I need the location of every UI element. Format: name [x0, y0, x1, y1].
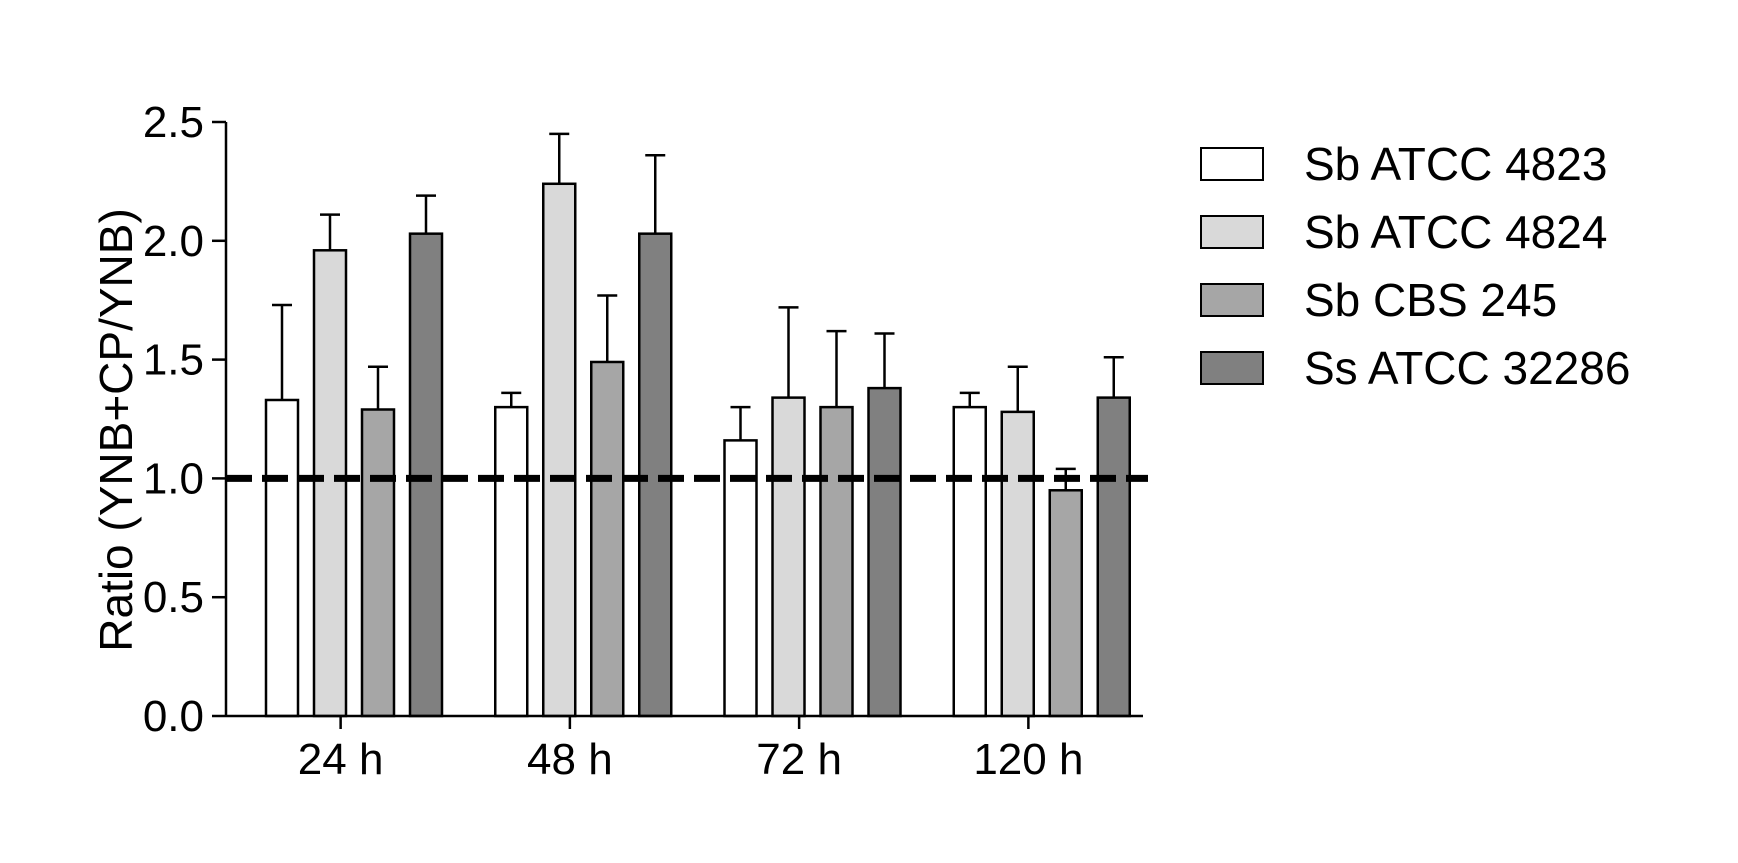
bar [819, 405, 854, 718]
legend-item: Sb ATCC 4823 [1200, 130, 1630, 198]
legend-label: Sb CBS 245 [1304, 274, 1558, 326]
legend-item: Sb CBS 245 [1200, 266, 1630, 334]
bar [264, 398, 300, 718]
x-tick-label: 48 h [527, 735, 613, 784]
legend-label: Sb ATCC 4823 [1304, 138, 1608, 190]
bar [494, 405, 529, 718]
legend: Sb ATCC 4823 Sb ATCC 4824 Sb CBS 245 Ss ATC… [1200, 130, 1630, 402]
bar [1000, 410, 1035, 718]
bar [1096, 396, 1131, 718]
bar [542, 182, 577, 718]
legend-swatch [1200, 215, 1264, 249]
bar [408, 232, 444, 718]
legend-label: Ss ATCC 32286 [1304, 342, 1631, 394]
x-tick-label: 120 h [973, 735, 1083, 784]
legend-swatch [1200, 351, 1264, 385]
bar [1048, 489, 1083, 718]
y-tick-label: 0.5 [143, 573, 204, 622]
y-tick-label: 1.0 [143, 454, 204, 503]
legend-item: Sb ATCC 4824 [1200, 198, 1630, 266]
bar-chart: 24 h 48 h 72 h 120 h 0.0 0.5 1.0 1.5 2.0 2.5 Rati… [90, 98, 1148, 784]
y-tick-label: 0.0 [143, 692, 204, 741]
x-tick-label: 72 h [756, 735, 842, 784]
y-tick-label: 1.5 [143, 336, 204, 385]
y-axis-label: Ratio (YNB+CP/YNB) [90, 208, 142, 652]
y-tick-label: 2.0 [143, 217, 204, 266]
bar [638, 232, 673, 718]
legend-swatch [1200, 147, 1264, 181]
bars-layer [264, 132, 1131, 718]
bar [867, 386, 902, 718]
x-tick-label: 24 h [298, 735, 384, 784]
bar [771, 396, 806, 718]
y-tick-label: 2.5 [143, 98, 204, 147]
bar [360, 408, 396, 718]
bar [590, 360, 625, 718]
legend-swatch [1200, 283, 1264, 317]
legend-label: Sb ATCC 4824 [1304, 206, 1608, 258]
bar [312, 249, 348, 718]
bar [952, 405, 987, 718]
axes-layer: 24 h 48 h 72 h 120 h 0.0 0.5 1.0 1.5 2.0 2.5 [143, 98, 1143, 784]
legend-item: Ss ATCC 32286 [1200, 334, 1630, 402]
